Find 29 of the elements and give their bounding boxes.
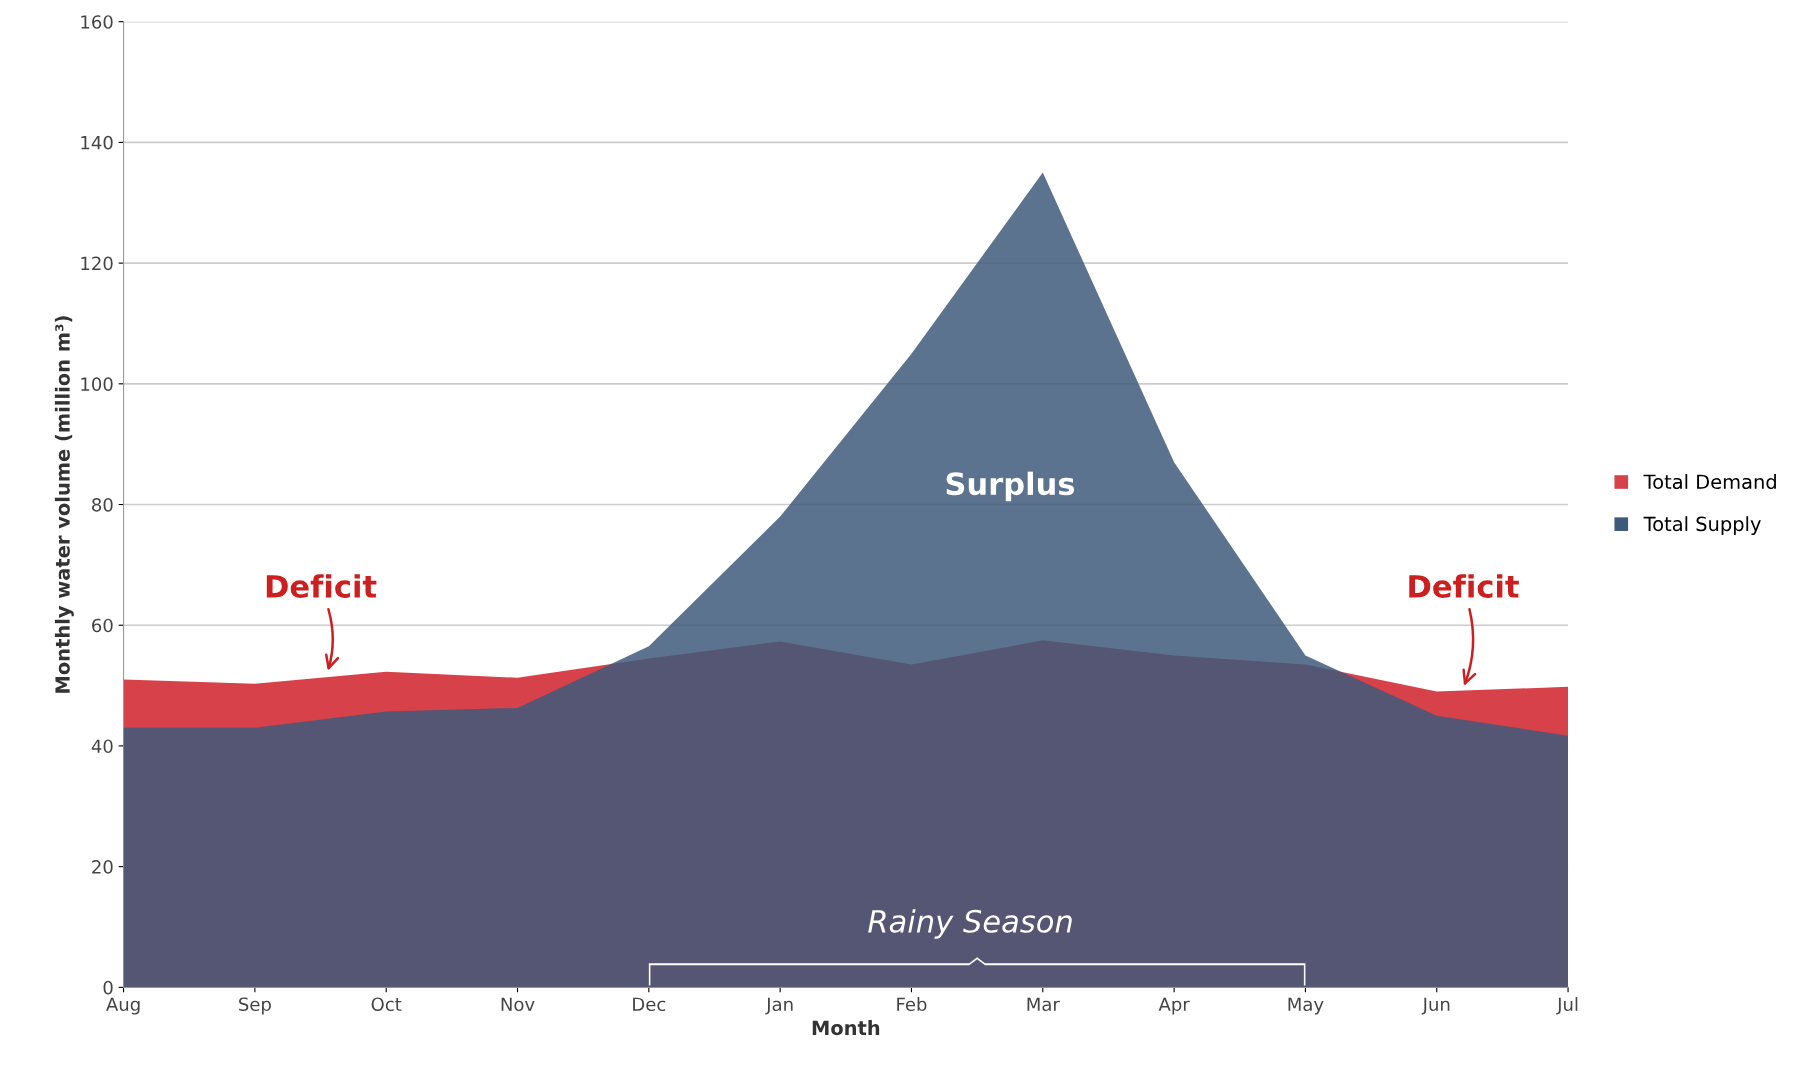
y-tick-label: 100 <box>81 377 113 391</box>
y-axis-title: Monthly water volume (million m³) <box>54 316 74 693</box>
x-tick-label: Jun <box>1421 997 1450 1015</box>
x-axis-title: Month <box>812 1020 880 1036</box>
x-tick-label: Nov <box>501 997 535 1012</box>
y-tick-label: 20 <box>92 860 113 874</box>
legend-label: Total Supply <box>1643 516 1761 536</box>
x-tick-label: Jul <box>1556 997 1578 1015</box>
annotation: Deficit <box>1409 574 1519 598</box>
x-tick-label: Mar <box>1027 997 1060 1012</box>
x-tick-label: Jan <box>765 997 793 1015</box>
y-tick-label: 80 <box>92 497 113 512</box>
legend-label: Total Demand <box>1643 474 1776 490</box>
y-tick-label: 140 <box>81 135 113 150</box>
y-tick-label: 0 <box>103 980 113 995</box>
x-tick-label: Aug <box>106 997 140 1015</box>
x-tick-label: Dec <box>633 997 666 1012</box>
y-tick-label: 160 <box>81 15 113 29</box>
x-tick-label: May <box>1288 997 1324 1015</box>
y-tick-label: 120 <box>81 256 113 271</box>
x-tick-label: Sep <box>239 997 271 1015</box>
x-tick-label: Apr <box>1158 997 1190 1015</box>
annotation: Rainy Season <box>868 909 1072 939</box>
x-tick-label: Oct <box>371 997 402 1012</box>
y-tick-label: 60 <box>92 618 113 633</box>
annotation: Surplus <box>946 471 1075 502</box>
y-tick-label: 40 <box>91 739 113 754</box>
annotation: Deficit <box>266 574 377 598</box>
x-tick-label: Feb <box>897 997 927 1012</box>
